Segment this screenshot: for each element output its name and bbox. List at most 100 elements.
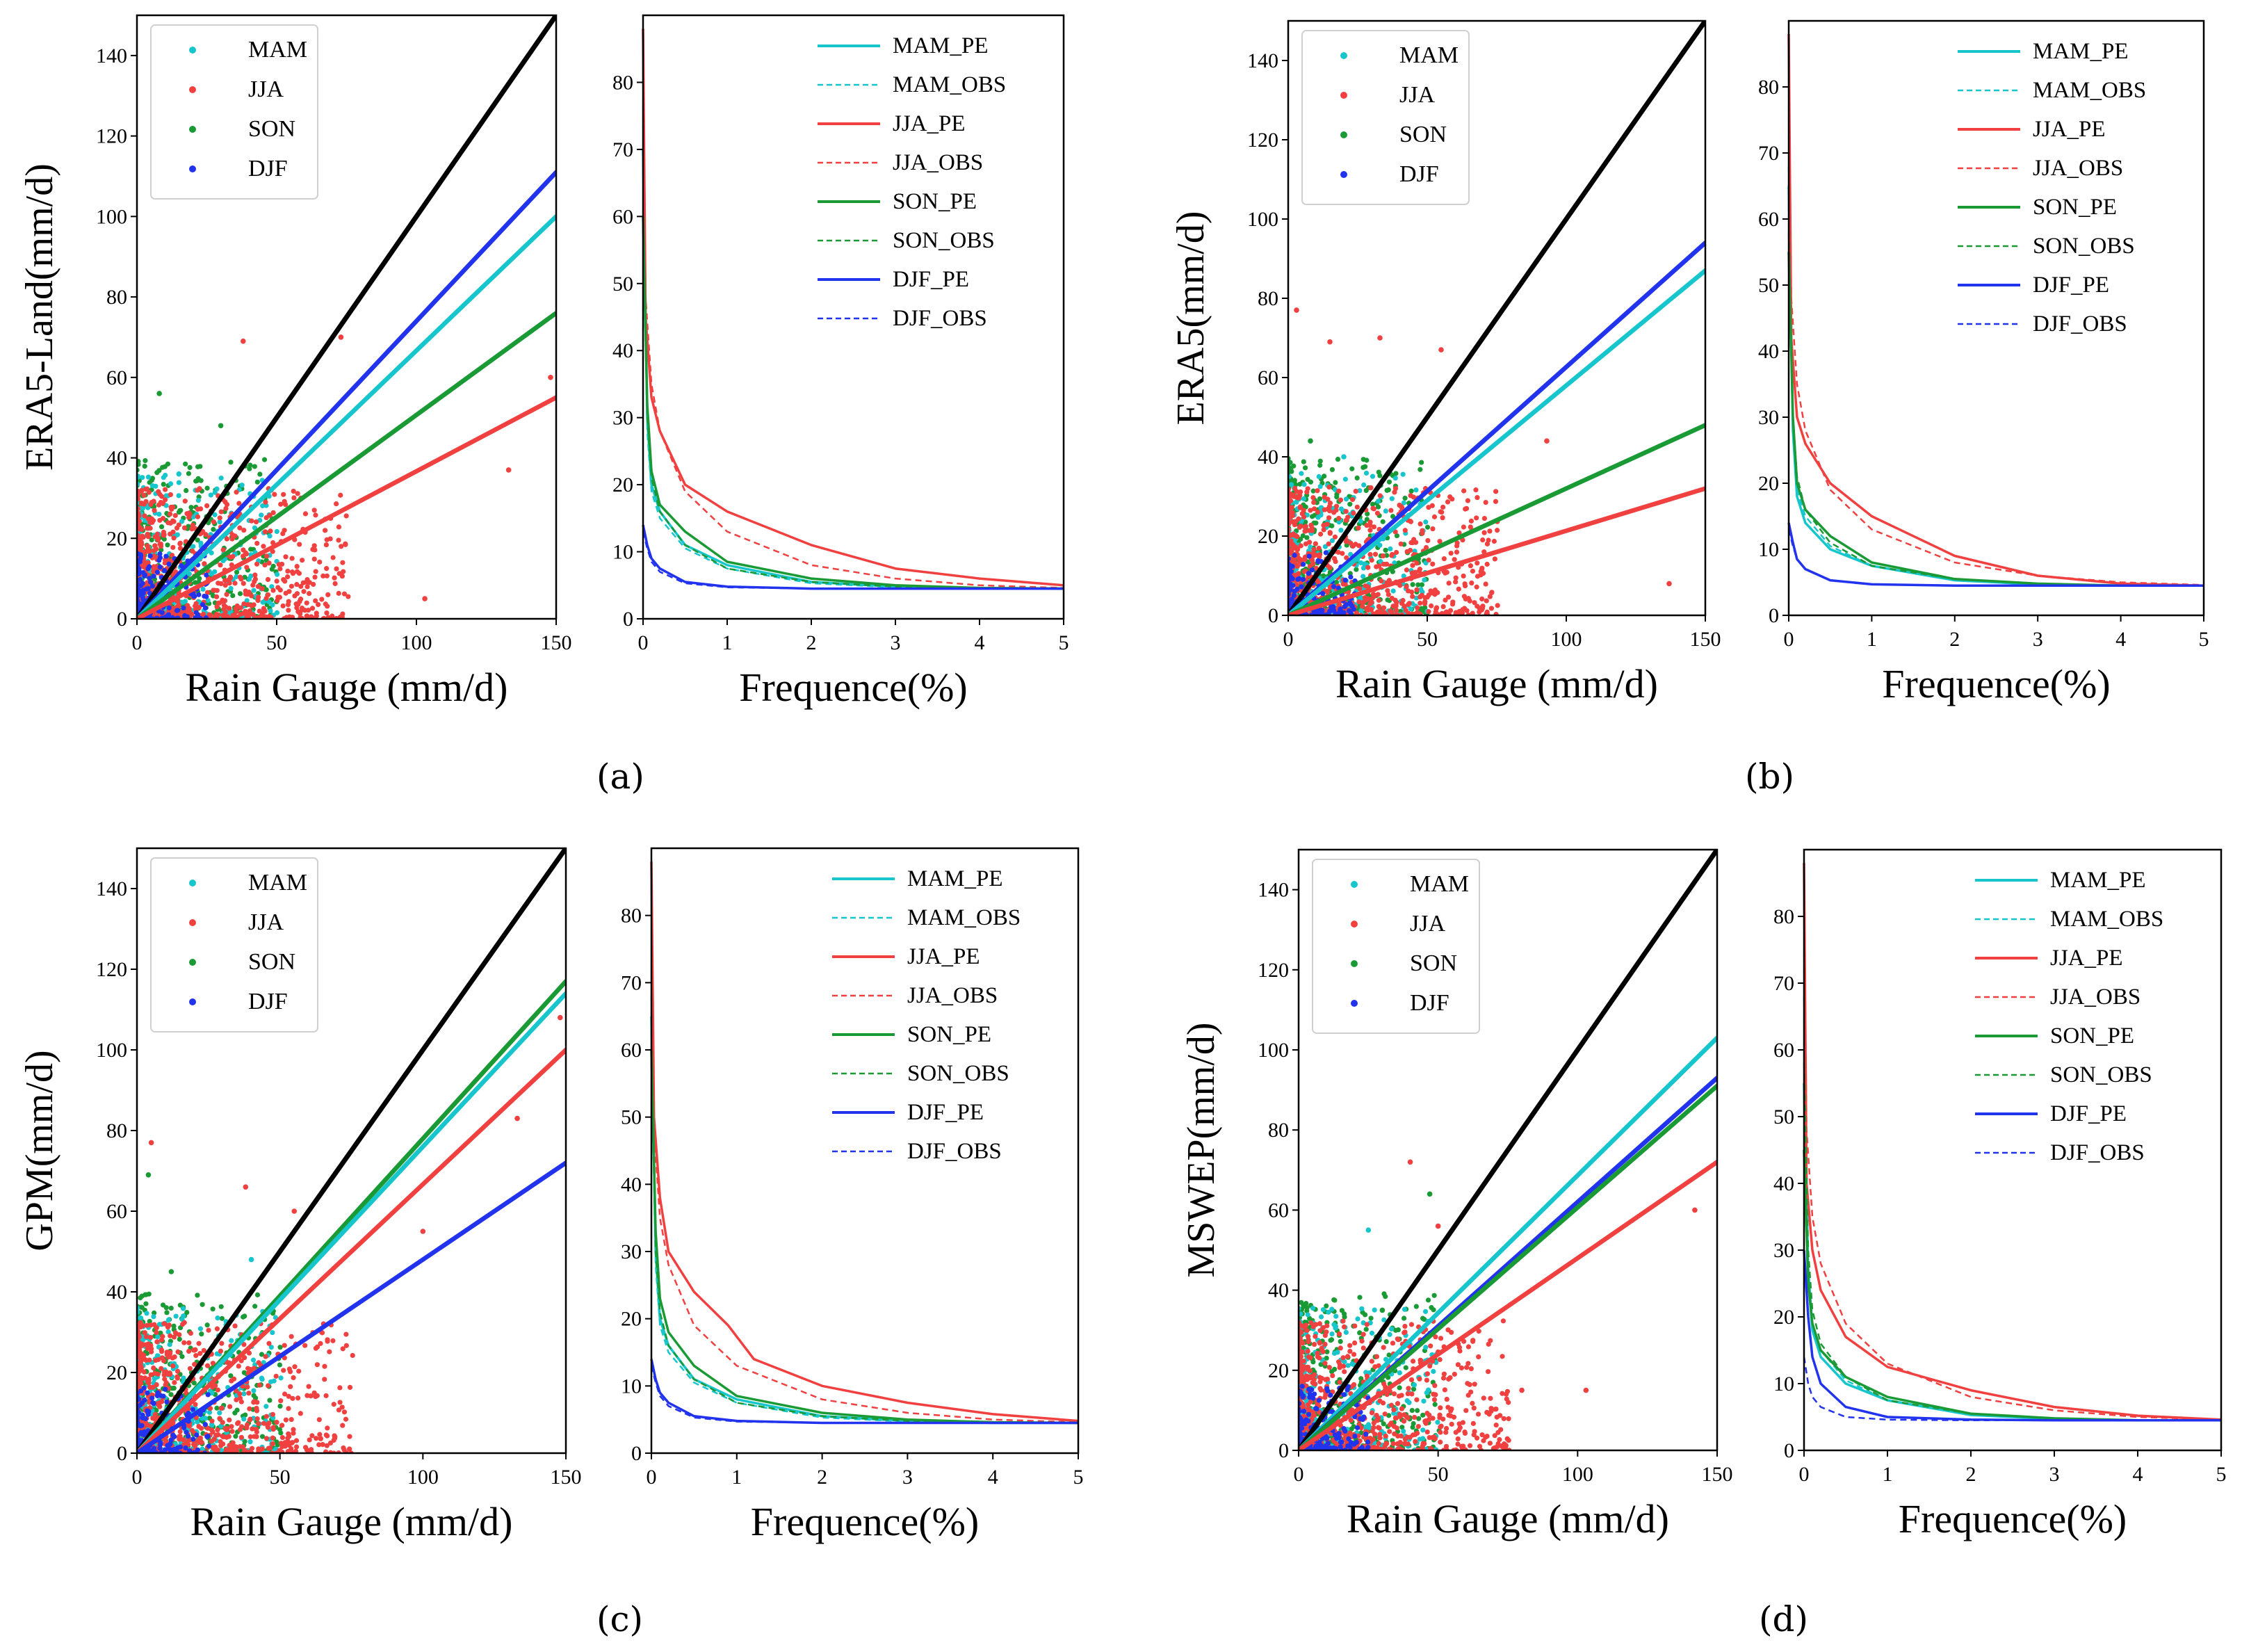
a-scatter-point-JJA: [156, 502, 162, 508]
a-freq-series-JJA_PE: [642, 29, 1064, 587]
c-scatter-point-JJA: [320, 1441, 325, 1448]
a-scatter-point-JJA: [261, 544, 266, 549]
a-scatter-point-MAM: [198, 540, 204, 546]
a-freq-ytick-label: 0: [623, 608, 633, 631]
b-scatter-point-MAM: [1358, 608, 1364, 613]
b-scatter-point-JJA: [1402, 528, 1408, 533]
b-scatter-point-JJA: [1468, 518, 1475, 524]
b-scatter-point-JJA: [1453, 579, 1459, 585]
a-scatter-point-DJF: [147, 564, 152, 569]
b-scatter-point-JJA: [1452, 557, 1457, 562]
c-scatter-point-MAM: [181, 1375, 186, 1381]
b-scatter-point-MAM: [1318, 512, 1324, 518]
a-scatter-point-JJA: [262, 562, 268, 568]
a-scatter-point-JJA: [232, 581, 238, 586]
c-scatter-point-JJA: [246, 1391, 252, 1396]
a-scatter-point-JJA: [224, 536, 229, 542]
c-scatter-point-JJA: [137, 1339, 142, 1345]
c-scatter-point-JJA: [144, 1322, 149, 1328]
b-scatter-point-JJA: [1404, 549, 1410, 555]
b-scatter-point-JJA: [1463, 596, 1468, 602]
b-scatter-point-JJA: [1489, 590, 1495, 595]
a-scatter-ytick-label: 40: [106, 447, 127, 470]
a-scatter-point-SON: [143, 457, 148, 464]
b-scatter-legend-marker-SON: [1340, 131, 1347, 138]
c-scatter-point-SON: [218, 1304, 224, 1309]
b-scatter-point-JJA: [1356, 543, 1362, 549]
c-scatter-point-MAM: [137, 1315, 143, 1321]
a-scatter-point-JJA: [224, 592, 229, 597]
a-freq-ytick-label: 80: [612, 71, 633, 94]
a-scatter-point-MAM: [163, 472, 168, 478]
c-scatter-point-SON: [191, 1380, 197, 1386]
c-scatter-point-JJA: [331, 1402, 336, 1407]
a-scatter-point-DJF: [154, 569, 160, 575]
c-scatter-point-JJA: [247, 1434, 253, 1440]
a-scatter-point-MAM: [275, 572, 280, 577]
a-scatter-point-JJA: [294, 581, 300, 588]
a-scatter-point-JJA: [286, 608, 291, 613]
c-scatter-point-JJA: [184, 1439, 190, 1446]
b-scatter-point-JJA: [1398, 503, 1404, 510]
c-scatter-point-MAM: [215, 1315, 220, 1321]
c-scatter-point-MAM: [180, 1306, 186, 1311]
a-scatter-point-DJF: [166, 561, 172, 567]
a-scatter-fitline-1:1: [137, 15, 556, 619]
a-scatter-point-MAM: [251, 588, 257, 593]
b-scatter-point-MAM: [1363, 470, 1370, 476]
a-scatter-point-MAM: [270, 602, 275, 608]
a-scatter-point-MAM: [239, 483, 245, 488]
c-scatter-point-JJA: [254, 1434, 259, 1439]
a-scatter-point-MAM: [267, 533, 273, 539]
a-scatter-point-JJA: [234, 489, 239, 495]
a-scatter-point-MAM: [259, 512, 264, 518]
b-scatter-point-DJF: [1291, 592, 1297, 599]
b-scatter-point-JJA: [1340, 551, 1345, 556]
b-scatter-point-MAM: [1401, 573, 1406, 579]
c-scatter-point-SON: [170, 1386, 175, 1391]
b-scatter-point-SON: [1291, 463, 1297, 469]
b-scatter-point-JJA: [1461, 573, 1466, 579]
b-scatter-point-SON: [1317, 458, 1323, 464]
a-scatter-point-JJA: [324, 566, 330, 572]
b-freq-xtick-label: 3: [2033, 628, 2043, 651]
c-scatter-point-JJA: [217, 1416, 222, 1421]
a-scatter-point-JJA: [330, 613, 335, 619]
a-scatter-point-JJA: [214, 604, 220, 610]
c-scatter-point-SON: [168, 1392, 174, 1398]
a-scatter-point-JJA: [289, 615, 295, 619]
b-scatter-point-JJA: [1381, 605, 1387, 610]
b-scatter-point-JJA: [1367, 528, 1373, 533]
a-scatter-point-JJA: [304, 614, 309, 619]
a-scatter-xtick-label: 100: [401, 631, 432, 654]
a-scatter-point-DJF: [140, 597, 146, 602]
b-freq-series-DJF_PE: [1787, 522, 2204, 588]
c-scatter-point-JJA: [337, 1400, 343, 1405]
c-scatter-point-MAM: [278, 1375, 284, 1381]
a-scatter-point-JJA: [294, 569, 300, 574]
c-scatter-point-JJA: [209, 1418, 215, 1424]
c-scatter-point-JJA: [266, 1383, 271, 1388]
c-scatter-point-JJA: [291, 1427, 296, 1432]
c-scatter-point-JJA: [343, 1331, 349, 1337]
b-scatter-point-JJA: [1414, 610, 1420, 615]
a-scatter-point-JJA: [268, 615, 274, 619]
b-scatter-point-SON: [1402, 495, 1408, 501]
c-scatter-point-JJA: [159, 1337, 165, 1343]
b-scatter-point-JJA: [1438, 509, 1443, 515]
b-scatter-point-JJA: [1381, 561, 1386, 567]
b-scatter-point-JJA: [1432, 588, 1438, 593]
b-scatter-axes-frame: [1287, 19, 1707, 617]
c-scatter-point-JJA: [181, 1437, 186, 1443]
a-scatter-point-JJA: [265, 592, 271, 598]
a-scatter-point-DJF: [147, 576, 152, 581]
a-scatter-point-SON: [230, 593, 236, 599]
c-scatter-point-JJA: [180, 1322, 186, 1327]
b-scatter-point-JJA: [1470, 568, 1476, 574]
b-scatter-point-JJA: [1315, 509, 1321, 515]
a-scatter-point-JJA: [204, 503, 210, 508]
a-scatter-point-JJA: [237, 525, 243, 531]
a-scatter-point-SON: [178, 508, 184, 513]
b-scatter-point-JJA: [1487, 528, 1493, 534]
b-scatter-point-JJA: [1440, 504, 1446, 510]
